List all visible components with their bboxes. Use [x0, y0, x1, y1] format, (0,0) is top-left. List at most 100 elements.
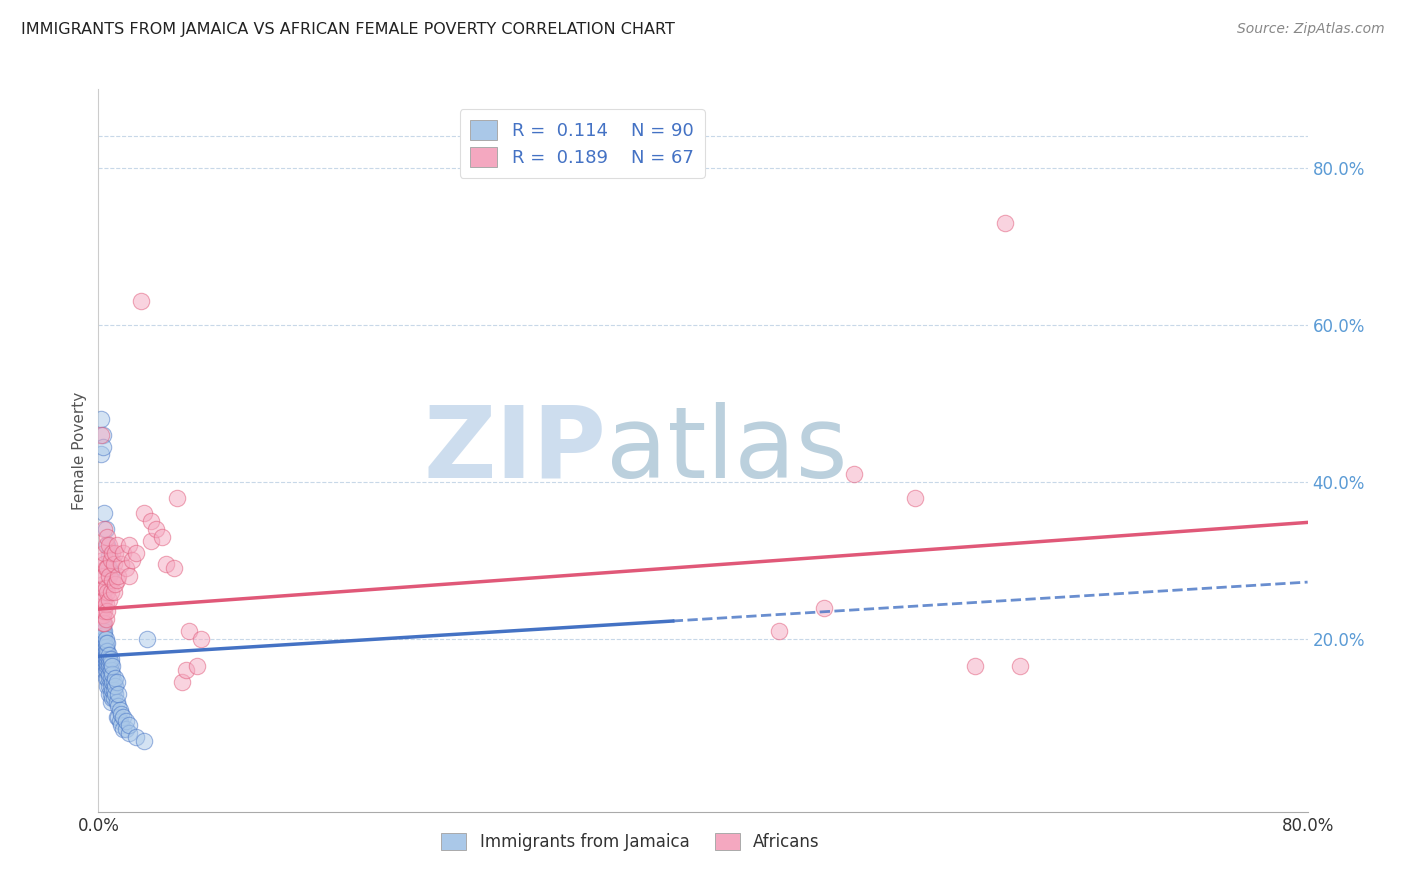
Point — [96, 671, 118, 685]
Point — [100, 679, 122, 693]
Point — [125, 545, 148, 559]
Point — [101, 573, 124, 587]
Point — [190, 632, 212, 646]
Point — [98, 667, 121, 681]
Point — [93, 522, 115, 536]
Point — [90, 412, 112, 426]
Point — [98, 538, 121, 552]
Point — [91, 608, 114, 623]
Point — [94, 632, 117, 646]
Point — [93, 616, 115, 631]
Point — [145, 522, 167, 536]
Point — [105, 538, 128, 552]
Point — [93, 558, 115, 572]
Point — [104, 577, 127, 591]
Point — [98, 671, 121, 685]
Point — [98, 659, 121, 673]
Point — [93, 545, 115, 559]
Point — [91, 577, 114, 591]
Point — [118, 538, 141, 552]
Point — [96, 584, 118, 599]
Legend: Immigrants from Jamaica, Africans: Immigrants from Jamaica, Africans — [434, 826, 827, 857]
Point — [91, 624, 114, 639]
Point — [100, 664, 122, 678]
Point — [93, 656, 115, 670]
Point — [96, 530, 118, 544]
Point — [94, 636, 117, 650]
Point — [96, 538, 118, 552]
Point — [94, 664, 117, 678]
Point — [91, 620, 114, 634]
Point — [98, 592, 121, 607]
Point — [94, 561, 117, 575]
Point — [170, 675, 193, 690]
Point — [100, 584, 122, 599]
Text: Source: ZipAtlas.com: Source: ZipAtlas.com — [1237, 22, 1385, 37]
Point — [98, 549, 121, 564]
Point — [93, 636, 115, 650]
Point — [104, 545, 127, 559]
Point — [100, 651, 122, 665]
Point — [96, 636, 118, 650]
Point — [94, 597, 117, 611]
Point — [91, 569, 114, 583]
Point — [104, 687, 127, 701]
Point — [93, 651, 115, 665]
Point — [96, 679, 118, 693]
Point — [125, 730, 148, 744]
Point — [103, 584, 125, 599]
Point — [163, 561, 186, 575]
Point — [90, 447, 112, 461]
Point — [98, 679, 121, 693]
Point — [91, 636, 114, 650]
Point — [93, 581, 115, 595]
Point — [135, 632, 157, 646]
Point — [96, 604, 118, 618]
Point — [90, 427, 112, 442]
Point — [101, 545, 124, 559]
Point — [111, 723, 134, 737]
Point — [155, 558, 177, 572]
Point — [107, 710, 129, 724]
Point — [98, 648, 121, 662]
Point — [93, 640, 115, 654]
Point — [94, 648, 117, 662]
Point — [114, 723, 136, 737]
Point — [98, 656, 121, 670]
Point — [100, 687, 122, 701]
Point — [118, 726, 141, 740]
Point — [114, 561, 136, 575]
Point — [103, 683, 125, 698]
Point — [91, 632, 114, 646]
Point — [994, 216, 1017, 230]
Point — [111, 545, 134, 559]
Point — [100, 565, 122, 579]
Point — [121, 553, 143, 567]
Point — [93, 664, 115, 678]
Point — [103, 558, 125, 572]
Point — [90, 644, 112, 658]
Point — [98, 561, 121, 575]
Point — [90, 608, 112, 623]
Point — [90, 592, 112, 607]
Point — [90, 636, 112, 650]
Point — [101, 675, 124, 690]
Point — [91, 553, 114, 567]
Point — [101, 667, 124, 681]
Point — [91, 427, 114, 442]
Point — [104, 671, 127, 685]
Point — [91, 600, 114, 615]
Point — [93, 506, 115, 520]
Point — [93, 624, 115, 639]
Point — [93, 632, 115, 646]
Point — [179, 624, 201, 639]
Point — [91, 648, 114, 662]
Point — [90, 651, 112, 665]
Point — [103, 690, 125, 705]
Text: atlas: atlas — [606, 402, 848, 499]
Point — [104, 679, 127, 693]
Point — [94, 612, 117, 626]
Text: ZIP: ZIP — [423, 402, 606, 499]
Point — [110, 706, 132, 721]
Point — [103, 675, 125, 690]
